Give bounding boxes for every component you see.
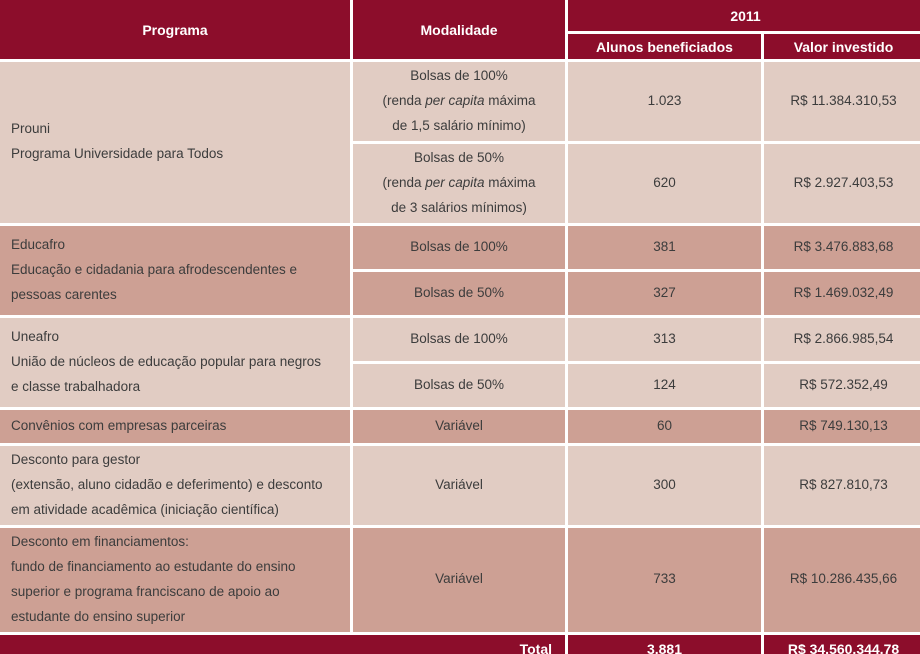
modality-cell: Bolsas de 100%	[353, 317, 565, 361]
modality-cell: Bolsas de 50%	[353, 363, 565, 407]
table-row-prouni-1: Prouni Programa Universidade para Todos Bo…	[0, 62, 920, 223]
table-row-educafro-1: Educafro Educação e cidadania para afrode…	[0, 225, 920, 315]
modality-cell: Variável	[353, 445, 565, 525]
modality-cell: Variável	[353, 527, 565, 632]
text-line: Variável	[435, 571, 483, 587]
text-line: Desconto em financiamentos:	[11, 533, 189, 549]
table-row-prouni-2: Bolsas de 50% (renda per capita máxima de …	[0, 143, 920, 223]
modality-cell: Variável	[353, 409, 565, 443]
modality-cell: Bolsas de 50%	[353, 271, 565, 315]
text-line: e classe trabalhadora	[11, 378, 141, 394]
table-header: Programa Modalidade 2011 Alunos benefici…	[0, 0, 920, 59]
header-alunos-beneficiados: Alunos beneficiados	[568, 34, 761, 59]
text-line: fundo de financiamento ao estudante do e…	[11, 558, 296, 574]
table-row-desconto-gestor: Desconto para gestor (extensão, aluno cid…	[0, 445, 920, 525]
text-line: superior e programa franciscano de apoio…	[11, 583, 280, 599]
header-programa: Programa	[0, 0, 350, 59]
text-line: Bolsas de 100%	[410, 68, 508, 83]
students-benefited-cell: 327	[568, 271, 761, 315]
text-line: Programa Universidade para Todos	[11, 146, 224, 162]
table-row-uneafro-2: Bolsas de 50% 124 R$ 572.352,49	[0, 363, 920, 407]
students-benefited-cell: 124	[568, 363, 761, 407]
total-invested-value: R$ 34.560.344,78	[764, 634, 920, 654]
text-line: Educafro	[11, 236, 66, 252]
program-cell-desconto-gestor: Desconto para gestor (extensão, aluno cid…	[0, 445, 350, 525]
header-modalidade: Modalidade	[353, 0, 565, 59]
value-invested-cell: R$ 2.866.985,54	[764, 317, 920, 361]
students-benefited-cell: 60	[568, 409, 761, 443]
table-row-uneafro-1: Uneafro União de núcleos de educação popu…	[0, 317, 920, 407]
total-row: Total 3.881 R$ 34.560.344,78	[0, 634, 920, 654]
program-cell-prouni: Prouni Programa Universidade para Todos	[0, 62, 350, 223]
header-year-2011: 2011	[568, 0, 920, 31]
program-cell-uneafro: Uneafro União de núcleos de educação popu…	[0, 317, 350, 407]
text-line: (extensão, aluno cidadão e deferimento) …	[11, 476, 323, 492]
text-line: de 1,5 salário mínimo)	[392, 117, 526, 133]
students-benefited-cell: 1.023	[568, 62, 761, 141]
program-cell-desconto-financiamentos: Desconto em financiamentos: fundo de fina…	[0, 527, 350, 632]
text-line: em atividade acadêmica (iniciação cientí…	[11, 501, 279, 517]
text-line: Bolsas de 50%	[413, 284, 505, 300]
students-benefited-cell: 313	[568, 317, 761, 361]
value-invested-cell: R$ 10.286.435,66	[764, 527, 920, 632]
value-invested-cell: R$ 3.476.883,68	[764, 225, 920, 269]
text-line: Educação e cidadania para afrodescendent…	[11, 261, 297, 277]
text-line: Bolsas de 50%	[413, 149, 505, 165]
text-line: Bolsas de 100%	[410, 238, 508, 254]
table-row-desconto-financiamentos: Desconto em financiamentos: fundo de fina…	[0, 527, 920, 632]
program-cell-educafro: Educafro Educação e cidadania para afrode…	[0, 225, 350, 315]
text-line: Uneafro	[11, 328, 60, 344]
table-footer: Total 3.881 R$ 34.560.344,78	[0, 634, 920, 654]
table-row-educafro-2: Bolsas de 50% 327 R$ 1.469.032,49	[0, 271, 920, 315]
modality-cell: Bolsas de 50% (renda per capita máxima de …	[353, 143, 565, 223]
value-invested-cell: R$ 572.352,49	[764, 363, 920, 407]
text-line: (renda per capita máxima	[382, 174, 536, 190]
text-line: Prouni	[11, 121, 51, 137]
text-line: pessoas carentes	[11, 286, 117, 302]
text-line: Bolsas de 50%	[413, 376, 505, 392]
value-invested-cell: R$ 749.130,13	[764, 409, 920, 443]
text-line: Desconto para gestor	[11, 451, 141, 467]
students-benefited-cell: 620	[568, 143, 761, 223]
text-line: estudante do ensino superior	[11, 608, 186, 624]
table-body: Prouni Programa Universidade para Todos Bo…	[0, 62, 920, 632]
students-benefited-cell: 300	[568, 445, 761, 525]
students-benefited-cell: 733	[568, 527, 761, 632]
header-valor-investido: Valor investido	[764, 34, 920, 59]
total-students-value: 3.881	[568, 634, 761, 654]
value-invested-cell: R$ 1.469.032,49	[764, 271, 920, 315]
text-line: Variável	[435, 476, 483, 492]
total-label: Total	[0, 634, 565, 654]
value-invested-cell: R$ 827.810,73	[764, 445, 920, 525]
modality-cell: Bolsas de 100% (renda per capita máxima de…	[353, 62, 565, 141]
value-invested-cell: R$ 2.927.403,53	[764, 143, 920, 223]
text-line: (renda per capita máxima	[382, 92, 536, 108]
table-row-convenios-empresas: Convênios com empresas parceiras Variável…	[0, 409, 920, 443]
text-line: Convênios com empresas parceiras	[11, 417, 227, 433]
text-line: de 3 salários mínimos)	[391, 199, 527, 215]
text-line: União de núcleos de educação popular par…	[11, 353, 321, 369]
program-cell-convenios-empresas: Convênios com empresas parceiras	[0, 409, 350, 443]
students-benefited-cell: 381	[568, 225, 761, 269]
text-line: Variável	[435, 417, 483, 433]
modality-cell: Bolsas de 100%	[353, 225, 565, 269]
text-line: Bolsas de 100%	[410, 330, 508, 346]
value-invested-cell: R$ 11.384.310,53	[764, 62, 920, 141]
